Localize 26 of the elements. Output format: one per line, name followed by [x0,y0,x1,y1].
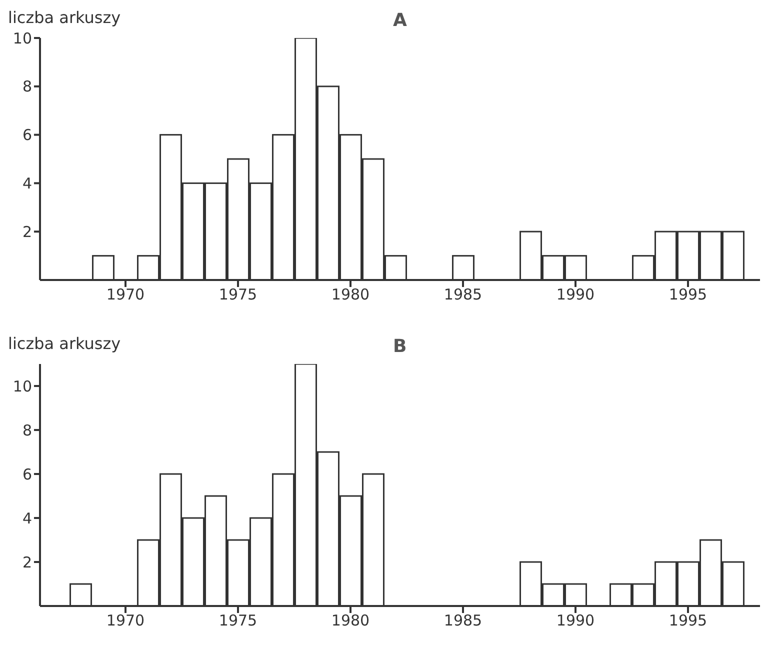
chart-title: B [393,336,407,357]
x-tick-label: 1990 [556,612,595,630]
y-tick-label: 10 [12,377,32,396]
y-tick-label: 2 [22,222,32,241]
y-tick-label: 4 [22,509,32,528]
x-tick-label: 1985 [444,612,482,630]
y-tick-label: 8 [22,421,32,440]
x-tick-label: 1970 [106,612,145,630]
y-tick-label: 10 [12,29,32,48]
x-tick-label: 1990 [556,286,595,304]
y-tick-label: 2 [22,553,32,572]
y-tick-label: 4 [22,174,32,193]
x-tick-label: 1970 [106,286,145,304]
x-tick-label: 1995 [668,612,708,630]
x-tick-label: 1975 [218,612,258,630]
x-tick-label: 1975 [218,286,258,304]
y-axis-title: liczba arkuszy [8,8,121,27]
chart-title: A [393,10,407,31]
x-tick-label: 1980 [331,286,370,304]
y-tick-label: 6 [22,126,32,144]
y-tick-label: 6 [22,465,32,484]
y-tick-label: 8 [22,78,32,96]
x-tick-label: 1995 [668,286,708,304]
x-tick-label: 1980 [331,612,370,630]
x-tick-label: 1985 [444,286,482,304]
y-axis-title: liczba arkuszy [8,334,121,353]
